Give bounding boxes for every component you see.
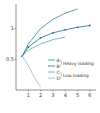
y-tick: [15, 59, 17, 60]
x-tick-label: 6: [88, 92, 91, 98]
series-marker: [40, 37, 42, 39]
series-marker: [27, 46, 29, 48]
legend-swatch: [48, 60, 55, 61]
annotation: Low loading: [63, 73, 89, 78]
legend-label: D: [57, 76, 61, 81]
series-line: [22, 26, 90, 57]
chart: 1 2 3 4 5 6 0.5 1 ABCD Heavy loading Low loading: [0, 0, 100, 113]
series-marker: [64, 29, 66, 31]
legend-label: A: [57, 58, 61, 63]
series-marker: [89, 25, 91, 27]
x-tick-label: 4: [64, 92, 67, 98]
legend-label: B: [57, 64, 60, 69]
plot-area: [21, 9, 90, 87]
x-axis: [16, 90, 96, 91]
legend-swatch: [48, 72, 55, 73]
y-tick: [15, 28, 17, 29]
y-tick-label: 0.5: [6, 56, 14, 62]
y-axis: [16, 4, 17, 90]
legend-swatch: [48, 66, 55, 67]
legend-brace: [60, 72, 62, 78]
annotation: Heavy loading: [63, 61, 94, 66]
x-tick-label: 5: [76, 92, 79, 98]
legend-brace: [60, 60, 62, 66]
legend-swatch: [48, 78, 55, 79]
x-tick-label: 3: [51, 92, 54, 98]
series-line: [22, 9, 77, 56]
x-tick-label: 2: [39, 92, 42, 98]
x-tick-label: 1: [27, 92, 30, 98]
series-marker: [52, 32, 54, 34]
series-line: [22, 56, 40, 87]
series-line: [22, 37, 65, 56]
y-tick-label: 1: [11, 25, 14, 31]
series-marker: [77, 26, 79, 28]
legend-label: C: [57, 70, 60, 75]
